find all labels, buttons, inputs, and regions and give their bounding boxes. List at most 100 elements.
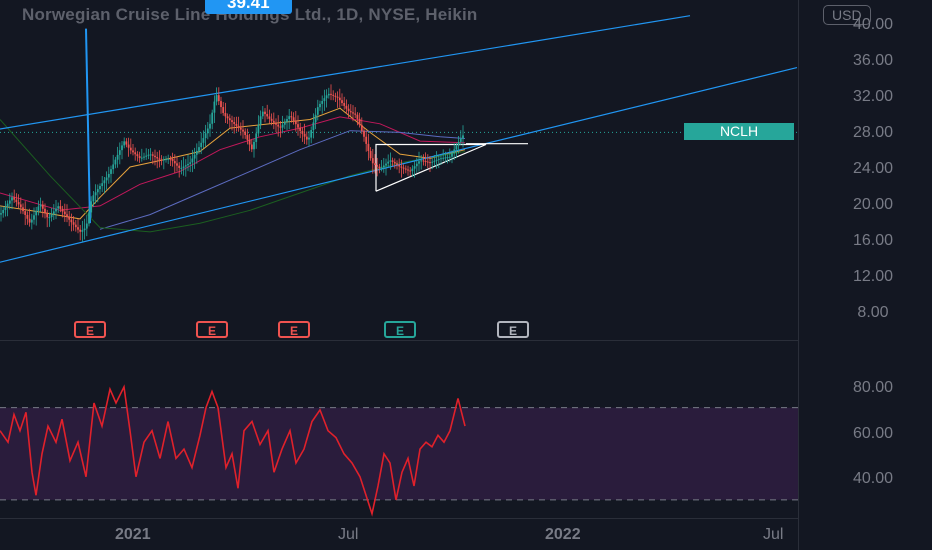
candle-body: [437, 158, 440, 160]
candle-body: [385, 163, 387, 166]
candle-body: [158, 158, 161, 160]
candle-body: [147, 154, 150, 156]
candle-body: [352, 112, 354, 114]
candle-body: [154, 155, 156, 158]
candle-body: [255, 133, 258, 142]
x-tick-label: Jul: [763, 526, 784, 543]
candle-body: [26, 214, 29, 219]
moving-average-line: [0, 119, 466, 233]
candle-body: [358, 118, 361, 125]
candle-body: [140, 157, 143, 159]
candle-body: [413, 166, 416, 169]
candle-body: [253, 141, 255, 150]
y-tick-label: 32.00: [852, 88, 894, 105]
candle-body: [217, 95, 220, 102]
candle-body: [455, 145, 458, 150]
candle-body: [94, 192, 97, 196]
candle-body: [167, 158, 170, 160]
rsi-y-tick-label: 40.00: [852, 470, 894, 487]
candle-body: [411, 168, 414, 172]
candle-body: [37, 206, 40, 211]
y-tick-label: 24.00: [852, 160, 894, 177]
candle-body: [316, 107, 319, 115]
candle-body: [165, 159, 167, 161]
candle-body: [143, 156, 145, 158]
candle-body: [68, 216, 71, 220]
earnings-marker[interactable]: E: [384, 321, 416, 338]
candle-body: [151, 154, 154, 156]
candle-body: [0, 213, 2, 215]
chart-title: Norwegian Cruise Line Holdings Ltd., 1D,…: [22, 5, 478, 24]
candle-body: [319, 103, 321, 108]
candle-body: [237, 125, 240, 128]
candle-body: [345, 105, 348, 109]
currency-button[interactable]: USD: [823, 5, 871, 25]
candle-body: [409, 170, 412, 172]
candle-body: [61, 208, 64, 212]
candle-body: [11, 197, 13, 201]
candle-body: [72, 222, 75, 225]
y-tick-label: 8.00: [857, 304, 889, 321]
candle-body: [398, 164, 401, 167]
candle-body: [451, 153, 453, 157]
candle-body: [459, 138, 462, 142]
candle-body: [213, 101, 216, 113]
candle-body: [88, 212, 90, 224]
candle-body: [110, 169, 112, 174]
candle-body: [270, 118, 273, 121]
candle-body: [239, 127, 242, 130]
candle-body: [250, 144, 253, 150]
candle-body: [209, 123, 211, 129]
price-annotation-tag[interactable]: 39.41: [205, 0, 292, 14]
candle-body: [354, 113, 357, 115]
channel-lower-line: [0, 67, 798, 263]
candle-body: [202, 138, 205, 143]
candle-body: [57, 206, 60, 209]
candle-body: [79, 229, 82, 232]
candle-body: [28, 218, 31, 223]
y-tick-label: 28.00: [852, 124, 894, 141]
candle-body: [321, 101, 324, 104]
rsi-line: [0, 384, 466, 517]
ticker-price-label: NCLH: [684, 123, 794, 140]
candle-body: [90, 201, 93, 213]
candle-body: [378, 166, 381, 169]
candle-body: [189, 162, 192, 164]
candle-body: [380, 167, 383, 169]
candle-body: [70, 219, 73, 223]
earnings-marker[interactable]: E: [196, 321, 228, 338]
earnings-marker[interactable]: E: [497, 321, 529, 338]
candle-body: [116, 154, 119, 160]
candle-body: [136, 154, 139, 157]
candle-body: [13, 197, 16, 200]
candle-body: [442, 157, 445, 159]
candle-body: [292, 117, 295, 121]
candle-body: [334, 95, 337, 97]
candle-body: [283, 121, 286, 125]
candle-body: [173, 161, 176, 164]
candle-body: [242, 129, 244, 132]
candle-body: [55, 208, 57, 212]
candle-body: [145, 155, 148, 157]
candle-body: [48, 217, 51, 219]
candle-body: [349, 111, 352, 113]
candle-body: [112, 164, 115, 170]
moving-average-line: [0, 107, 466, 220]
candle-body: [162, 159, 165, 161]
candle-body: [187, 163, 189, 166]
candle-body: [312, 122, 315, 131]
candle-body: [129, 147, 132, 151]
candle-body: [180, 167, 183, 169]
candle-body: [336, 96, 339, 98]
candle-body: [356, 114, 359, 119]
candle-body: [305, 136, 308, 140]
candle-body: [138, 156, 141, 159]
candle-body: [35, 210, 38, 216]
earnings-marker[interactable]: E: [278, 321, 310, 338]
earnings-marker[interactable]: E: [74, 321, 106, 338]
candle-body: [178, 165, 181, 168]
candle-body: [83, 228, 86, 231]
y-tick-label: 12.00: [852, 268, 894, 285]
candle-body: [444, 157, 447, 159]
